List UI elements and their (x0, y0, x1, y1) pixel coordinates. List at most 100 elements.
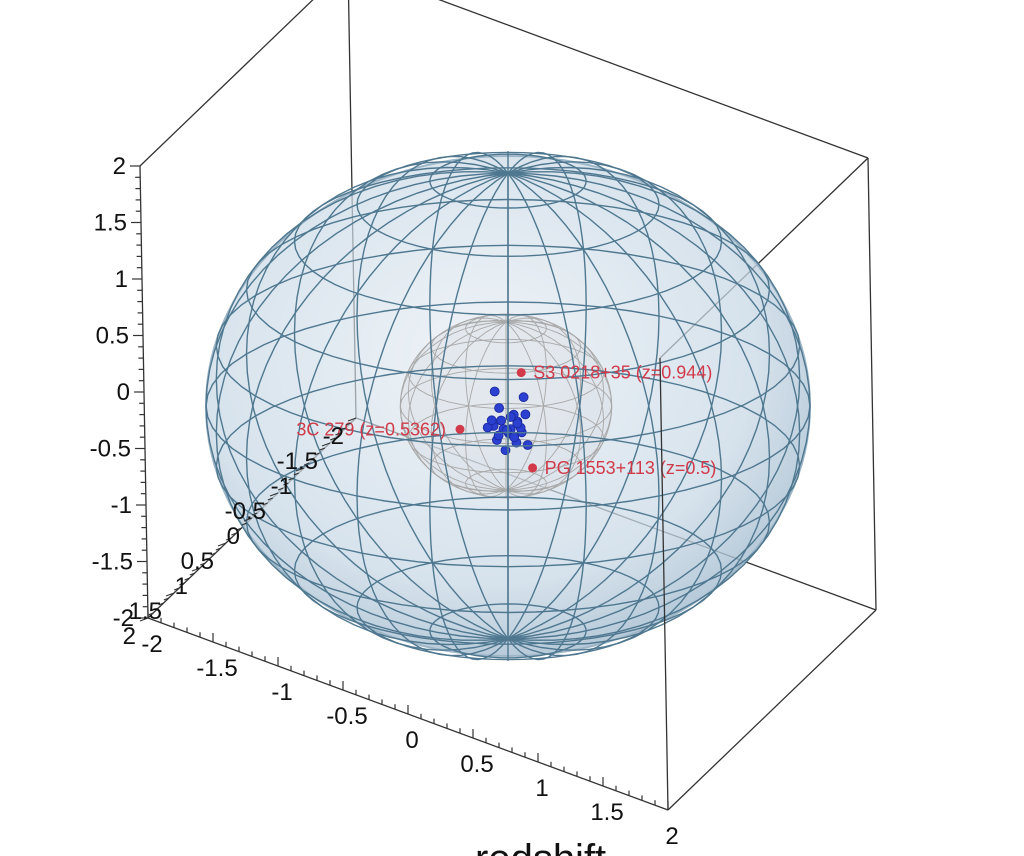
red-source-point (455, 424, 465, 434)
blue-data-point (518, 392, 529, 403)
y-tick-label: -0.5 (225, 498, 266, 525)
y-minor-tick (329, 437, 336, 441)
y-tick-label: 0 (227, 523, 240, 550)
outer-sphere-mesh (205, 151, 811, 661)
y-tick-label: 2 (123, 623, 136, 650)
z-tick-label: 0.5 (96, 323, 129, 350)
y-minor-tick (189, 572, 196, 576)
blue-data-point (489, 386, 500, 397)
y-tick (139, 617, 149, 622)
inner-sphere-parallel (430, 319, 582, 374)
y-minor-tick (163, 597, 170, 601)
box-edge (438, 0, 869, 159)
x-tick-label: 0 (405, 727, 418, 754)
y-tick-label: 1.5 (129, 598, 162, 625)
y-minor-tick (340, 427, 346, 431)
y-tick-label: 0.5 (181, 548, 214, 575)
sphere-parallel (215, 244, 801, 447)
sphere-parallel (356, 151, 660, 258)
y-tick-label: 1 (175, 573, 188, 600)
inner-sphere-parallel (407, 403, 605, 474)
y-minor-tick (277, 487, 284, 491)
y-minor-tick (231, 532, 237, 536)
y-minor-tick (236, 527, 242, 531)
y-tick (191, 567, 201, 572)
source-label: 3C 279 (z=0.5362) (296, 419, 446, 439)
blue-data-point (509, 432, 520, 443)
inner-sphere (399, 313, 613, 499)
x-tick-label: -1.5 (196, 655, 237, 682)
box-edge (139, 0, 314, 167)
z-tick-label: 1.5 (94, 210, 127, 237)
inner-sphere-parallel (399, 368, 613, 444)
axis-ticks: 21.510.50-0.5-1-1.5-221.510.50-0.5-1-1.5… (90, 153, 679, 850)
y-minor-tick (215, 547, 222, 551)
x-tick-label: -1 (271, 679, 292, 706)
y-tick-label: -2 (323, 423, 344, 450)
z-tick-label: 0 (117, 379, 130, 406)
box-edge (867, 157, 877, 611)
x-tick-label: 0.5 (460, 751, 493, 778)
source-label: S3 0218+35 (z=0.944) (533, 363, 712, 383)
y-minor-tick (251, 512, 258, 516)
y-minor-tick (262, 502, 268, 506)
y-tick-label: -1 (271, 473, 292, 500)
sphere-parallel (245, 431, 771, 614)
z-tick-label: -2 (113, 605, 134, 632)
y-tick (295, 467, 305, 472)
y-minor-tick (173, 587, 180, 591)
red-source-point (528, 463, 538, 473)
sphere-parallel (293, 167, 723, 316)
z-tick-label: 1 (115, 266, 128, 293)
y-minor-tick (147, 612, 154, 616)
y-tick (321, 442, 331, 447)
y-minor-tick (225, 537, 232, 541)
y-minor-tick (241, 522, 248, 526)
blue-data-point (512, 418, 523, 429)
y-minor-tick (153, 607, 159, 611)
y-tick (347, 417, 357, 422)
sphere-parallel (429, 153, 587, 209)
blue-data-point (520, 409, 531, 420)
x-tick-label: 1.5 (590, 799, 623, 826)
blue-data-point (522, 440, 533, 450)
sphere-parallel (215, 365, 801, 568)
y-minor-tick (184, 577, 190, 581)
y-minor-tick (314, 452, 320, 456)
x-tick-label: 1 (535, 775, 548, 802)
box-edge (659, 357, 669, 811)
y-minor-tick (309, 457, 315, 461)
y-minor-tick (267, 497, 274, 501)
labeled-sources: S3 0218+35 (z=0.944) PG 1553+113 (z=0.5) 3… (296, 363, 716, 478)
y-minor-tick (257, 507, 263, 511)
x-tick-label: -0.5 (326, 703, 367, 730)
y-tick (243, 517, 253, 522)
x-axis-title: redshift (475, 837, 606, 856)
red-source-point (516, 368, 526, 378)
inner-sphere-parallel (407, 338, 605, 409)
y-tick (269, 492, 279, 497)
x-tick-label: -2 (141, 631, 162, 658)
y-minor-tick (205, 557, 211, 561)
y-tick (217, 542, 227, 547)
y-minor-tick (345, 422, 352, 426)
y-tick-label: -1.5 (277, 448, 318, 475)
y-tick (165, 592, 175, 597)
y-minor-tick (293, 472, 300, 476)
y-minor-tick (210, 552, 216, 556)
sphere-parallel (245, 198, 771, 381)
z-tick-label: -0.5 (90, 436, 131, 463)
sphere-parallel (429, 603, 587, 659)
x-tick-label: 2 (665, 823, 678, 850)
y-minor-tick (335, 432, 341, 436)
inner-sphere-parallel (465, 313, 547, 344)
y-minor-tick (303, 462, 310, 466)
sphere-parallel (293, 496, 723, 645)
blue-data-point (486, 415, 497, 426)
blue-data-point (501, 425, 512, 436)
y-minor-tick (158, 602, 164, 606)
z-tick-label: -1 (111, 492, 132, 519)
y-minor-tick (319, 447, 326, 451)
box-edge (667, 609, 877, 811)
